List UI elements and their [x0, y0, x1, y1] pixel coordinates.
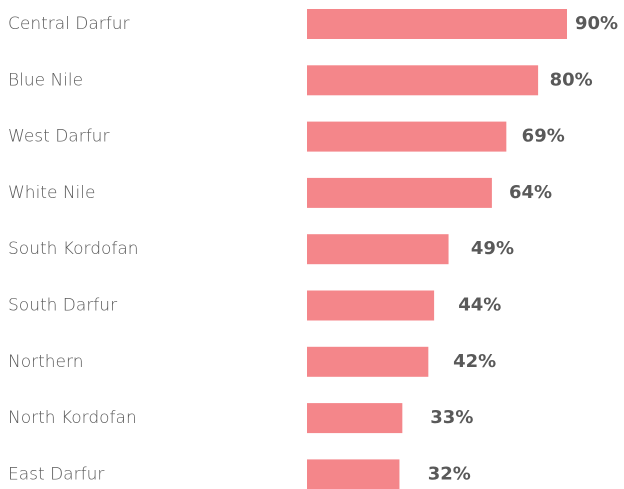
- value-label: 42%: [453, 351, 496, 372]
- category-label: Blue Nile: [8, 70, 83, 90]
- bar: [307, 65, 539, 96]
- category-label: South Darfur: [8, 296, 117, 316]
- value-label: 90%: [575, 13, 618, 34]
- category-label: South Kordofan: [8, 239, 139, 259]
- value-label: 44%: [458, 295, 501, 316]
- bar: [307, 234, 449, 265]
- category-label: White Nile: [8, 183, 95, 203]
- value-label: 32%: [428, 463, 471, 484]
- category-label: Central Darfur: [8, 14, 130, 34]
- bar: [307, 403, 403, 434]
- category-label: North Kordofan: [8, 408, 137, 428]
- bar: [307, 459, 400, 489]
- bar: [307, 177, 492, 208]
- category-label: West Darfur: [8, 127, 109, 147]
- bar: [307, 9, 567, 39]
- value-label: 64%: [509, 182, 552, 203]
- value-label: 33%: [430, 407, 473, 428]
- category-label: East Darfur: [8, 464, 104, 484]
- value-label: 80%: [550, 69, 593, 90]
- value-label: 49%: [471, 238, 514, 259]
- bar: [307, 290, 435, 321]
- bar: [307, 121, 507, 152]
- category-label: Northern: [8, 352, 83, 372]
- bar: [307, 346, 429, 377]
- value-label: 69%: [522, 126, 565, 147]
